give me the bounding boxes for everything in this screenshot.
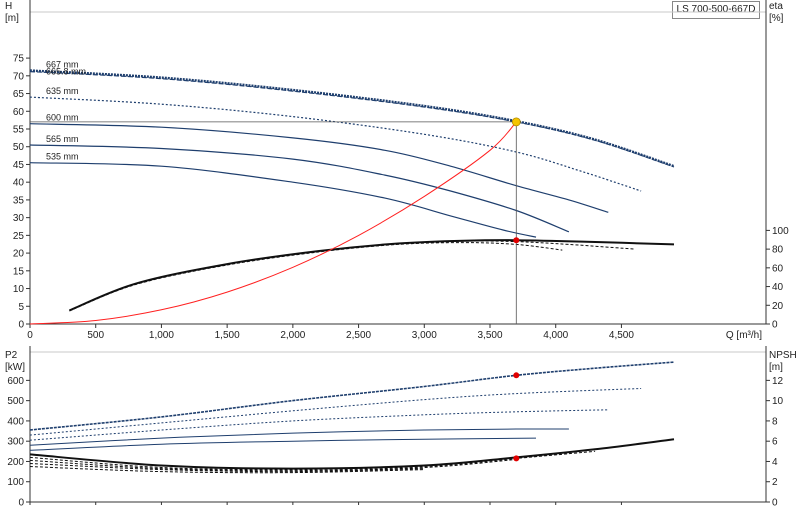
y-left-title: H xyxy=(5,1,12,12)
power-duty-point xyxy=(513,372,520,379)
npsh-tick-label: 2 xyxy=(772,477,778,488)
chart-title: LS 700-500-667D xyxy=(672,1,760,19)
x-tick-label: 500 xyxy=(87,330,104,341)
y-right-tick-label: 0 xyxy=(772,320,778,331)
npsh-curve-2 xyxy=(29,458,517,472)
npsh-curve-3 xyxy=(29,463,425,473)
efficiency-curve-2 xyxy=(69,242,563,312)
duty-point xyxy=(511,117,521,127)
y-right-tick-label: 20 xyxy=(772,301,784,312)
y-right-tick-label: 80 xyxy=(772,245,784,256)
y-left-tick-label: 45 xyxy=(13,160,25,171)
head-curve-1 xyxy=(29,71,675,168)
system-curve xyxy=(29,121,517,325)
x-axis-title: Q [m³/h] xyxy=(726,330,762,341)
head-curve-label: 665.8 mm xyxy=(46,67,86,77)
npsh-tick-label: 4 xyxy=(772,457,778,468)
p2-title: P2 xyxy=(5,350,18,361)
y-left-tick-label: 35 xyxy=(13,195,25,206)
y-left-tick-label: 25 xyxy=(13,231,25,242)
npsh-tick-label: 12 xyxy=(772,376,784,387)
y-left-tick-label: 20 xyxy=(13,249,25,260)
head-curve-label: 667 mm xyxy=(46,60,79,70)
head-curve-2 xyxy=(29,96,642,192)
y-left-tick-label: 60 xyxy=(13,107,25,118)
y-left-tick-label: 50 xyxy=(13,142,25,153)
y-left-tick-label: 5 xyxy=(18,302,24,313)
x-tick-label: 3,500 xyxy=(477,330,502,341)
y-right-tick-label: 40 xyxy=(772,282,784,293)
power-curve-0 xyxy=(29,361,675,431)
bottom-plot-frame xyxy=(29,351,767,503)
power-curve-4 xyxy=(29,437,537,451)
x-tick-label: 2,000 xyxy=(280,330,305,341)
head-curve-4 xyxy=(29,144,570,233)
x-tick-label: 1,500 xyxy=(215,330,240,341)
y-left-tick-label: 75 xyxy=(13,54,25,65)
x-tick-label: 1,000 xyxy=(149,330,174,341)
p2-tick-label: 0 xyxy=(18,498,24,509)
npsh-tick-label: 0 xyxy=(772,498,778,509)
y-left-tick-label: 70 xyxy=(13,71,25,82)
head-curve-label: 600 mm xyxy=(46,113,79,123)
y-right-tick-label: 100 xyxy=(772,226,789,237)
p2-tick-label: 400 xyxy=(7,416,24,427)
p2-tick-label: 600 xyxy=(7,376,24,387)
npsh-tick-label: 8 xyxy=(772,416,778,427)
x-tick-label: 3,000 xyxy=(412,330,437,341)
head-curve-3 xyxy=(29,123,609,213)
npsh-unit: [m] xyxy=(769,362,783,373)
y-left-unit: [m] xyxy=(5,13,19,24)
x-tick-label: 4,500 xyxy=(609,330,634,341)
x-tick-label: 4,000 xyxy=(543,330,568,341)
head-curve-label: 565 mm xyxy=(46,134,79,144)
y-left-tick-label: 0 xyxy=(18,320,24,331)
npsh-title: NPSH xyxy=(769,350,797,361)
npsh-duty-point xyxy=(513,455,520,462)
head-curve-5 xyxy=(29,162,537,238)
y-right-title: eta xyxy=(769,1,783,12)
x-tick-label: 0 xyxy=(27,330,33,341)
p2-tick-label: 300 xyxy=(7,437,24,448)
p2-unit: [kW] xyxy=(5,362,25,373)
y-right-unit: [%] xyxy=(769,13,784,24)
y-left-tick-label: 40 xyxy=(13,178,25,189)
x-tick-label: 2,500 xyxy=(346,330,371,341)
p2-tick-label: 200 xyxy=(7,457,24,468)
head-curve-label: 635 mm xyxy=(46,86,79,96)
head-curve-label: 535 mm xyxy=(46,152,79,162)
npsh-tick-label: 6 xyxy=(772,437,778,448)
y-left-tick-label: 65 xyxy=(13,89,25,100)
npsh-tick-label: 10 xyxy=(772,396,784,407)
efficiency-curve-1 xyxy=(69,240,635,312)
y-left-tick-label: 15 xyxy=(13,266,25,277)
power-curve-1 xyxy=(29,388,642,436)
p2-tick-label: 500 xyxy=(7,396,24,407)
y-left-tick-label: 10 xyxy=(13,284,25,295)
eta-point xyxy=(513,237,520,244)
y-left-tick-label: 55 xyxy=(13,125,25,136)
efficiency-curve-0 xyxy=(69,239,675,312)
y-right-tick-label: 60 xyxy=(772,263,784,274)
power-curve-2 xyxy=(29,409,609,441)
npsh-curve-4 xyxy=(29,466,425,474)
y-left-tick-label: 30 xyxy=(13,213,25,224)
head-curve-0 xyxy=(29,69,675,168)
npsh-curve-0 xyxy=(29,438,675,470)
p2-tick-label: 100 xyxy=(7,477,24,488)
top-plot-frame xyxy=(29,11,767,325)
power-curve-3 xyxy=(29,428,569,446)
